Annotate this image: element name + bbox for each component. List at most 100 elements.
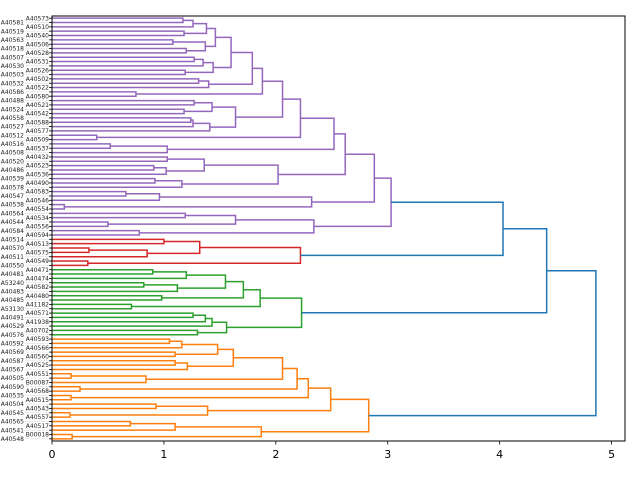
leaf-label: A40557 xyxy=(26,414,49,421)
dendrogram-link xyxy=(52,340,183,349)
dendrogram-link xyxy=(184,101,213,113)
leaf-label: A40483 xyxy=(1,288,24,295)
dendrogram-link xyxy=(181,164,279,185)
leaf-label: B00087 xyxy=(26,380,49,387)
leaf-label: A40523 xyxy=(26,163,49,170)
dendrogram-link xyxy=(52,91,137,97)
dendrogram-link xyxy=(52,249,148,258)
dendrogram-link xyxy=(52,78,200,84)
dendrogram-link xyxy=(52,329,199,336)
dendrogram-link xyxy=(52,190,127,197)
leaf-label: A53130 xyxy=(1,306,24,313)
dendrogram-link xyxy=(185,61,214,74)
leaf-label: A40587 xyxy=(1,358,24,365)
dendrogram-link xyxy=(278,133,346,176)
leaf-label: A40532 xyxy=(1,80,24,87)
dendrogram-link xyxy=(300,201,504,257)
dendrogram-link xyxy=(52,39,174,45)
leaf-label: B00018 xyxy=(26,432,49,439)
dendrogram-link xyxy=(52,260,89,267)
dendrogram-link xyxy=(301,228,548,314)
x-tick-label: 2 xyxy=(272,448,279,461)
dendrogram-link xyxy=(96,98,302,139)
leaf-label: A40542 xyxy=(26,111,49,118)
dendrogram-link xyxy=(311,153,376,203)
leaf-label: A40506 xyxy=(26,41,49,48)
leaf-label: A40529 xyxy=(1,323,24,330)
leaf-label: A40573 xyxy=(26,15,49,22)
dendrogram-link xyxy=(235,80,284,118)
dendrogram-link xyxy=(52,386,81,392)
leaf-label: A40554 xyxy=(26,206,49,213)
leaf-label: A40586 xyxy=(1,89,24,96)
dendrogram-link xyxy=(64,196,313,208)
leaf-label: A40539 xyxy=(1,176,24,183)
dendrogram-link xyxy=(261,398,370,433)
dendrogram-link xyxy=(52,108,185,115)
leaf-label: A40491 xyxy=(1,315,24,322)
dendrogram-link xyxy=(52,47,188,54)
dendrogram-link xyxy=(52,17,184,24)
leaf-label: A40488 xyxy=(1,98,24,105)
x-tick-label: 1 xyxy=(160,448,167,461)
dendrogram-link xyxy=(131,289,261,308)
leaf-label: A40576 xyxy=(1,332,24,339)
leaf-label: A40592 xyxy=(1,341,24,348)
leaf-label: A40525 xyxy=(26,362,49,369)
dendrogram-link xyxy=(52,268,154,275)
dendrogram-link xyxy=(52,164,155,171)
leaf-label: A40593 xyxy=(26,336,49,343)
dendrogram-link xyxy=(71,377,310,399)
dendrogram-link xyxy=(209,106,237,128)
leaf-labels: A40573A40581A40510A40519A40540A40563A405… xyxy=(1,15,52,443)
leaf-label: A40515 xyxy=(26,397,49,404)
leaf-label: A40565 xyxy=(1,419,24,426)
leaf-label: A40521 xyxy=(26,102,49,109)
leaf-label: A40432 xyxy=(26,154,49,161)
leaf-label: A40524 xyxy=(1,106,24,113)
leaf-label: A40514 xyxy=(1,236,24,243)
dendrogram-link xyxy=(139,219,315,234)
leaf-label: A40570 xyxy=(1,245,24,252)
leaf-label: A40538 xyxy=(1,202,24,209)
leaf-label: A40575 xyxy=(26,249,49,256)
leaf-label: A53240 xyxy=(1,280,24,287)
dendrogram-link xyxy=(177,274,227,289)
leaf-label: A40551 xyxy=(26,371,49,378)
leaf-label: A40534 xyxy=(26,215,49,222)
leaf-label: A41938 xyxy=(26,319,49,326)
dendrogram-link xyxy=(52,317,213,327)
leaf-label: A40568 xyxy=(26,388,49,395)
dendrogram-link xyxy=(52,294,163,301)
dendrogram-link xyxy=(161,280,245,299)
dendrogram-link xyxy=(52,375,147,384)
leaf-label: A40474 xyxy=(26,275,49,282)
leaf-label: A40588 xyxy=(26,119,49,126)
dendrogram-link xyxy=(52,119,194,128)
dendrogram-link xyxy=(52,420,132,427)
dendrogram-link xyxy=(226,297,303,329)
leaf-label: A40527 xyxy=(1,124,24,131)
leaf-label: A40513 xyxy=(26,241,49,248)
dendrogram-link xyxy=(52,19,194,28)
dendrogram-link xyxy=(135,67,264,95)
leaf-label: A40569 xyxy=(1,349,24,356)
leaf-label: A40550 xyxy=(1,262,24,269)
dendrogram-link xyxy=(184,22,208,35)
dendrogram-link xyxy=(52,177,156,184)
x-tick-label: 0 xyxy=(49,448,56,461)
leaf-label: A40547 xyxy=(1,193,24,200)
x-tick-label: 5 xyxy=(608,448,615,461)
leaf-label: A40531 xyxy=(26,59,49,66)
dendrogram-link xyxy=(52,403,157,410)
leaf-label: A40540 xyxy=(26,33,49,40)
dendrogram-link xyxy=(52,143,111,150)
dendrogram-link xyxy=(52,99,195,106)
leaf-label: A40546 xyxy=(26,197,49,204)
leaf-label: A40541 xyxy=(1,427,24,434)
leaf-label: A40543 xyxy=(26,406,49,413)
dendrogram-link xyxy=(52,203,66,210)
dendrogram-link xyxy=(166,158,205,172)
leaf-label: A40545 xyxy=(1,410,24,417)
